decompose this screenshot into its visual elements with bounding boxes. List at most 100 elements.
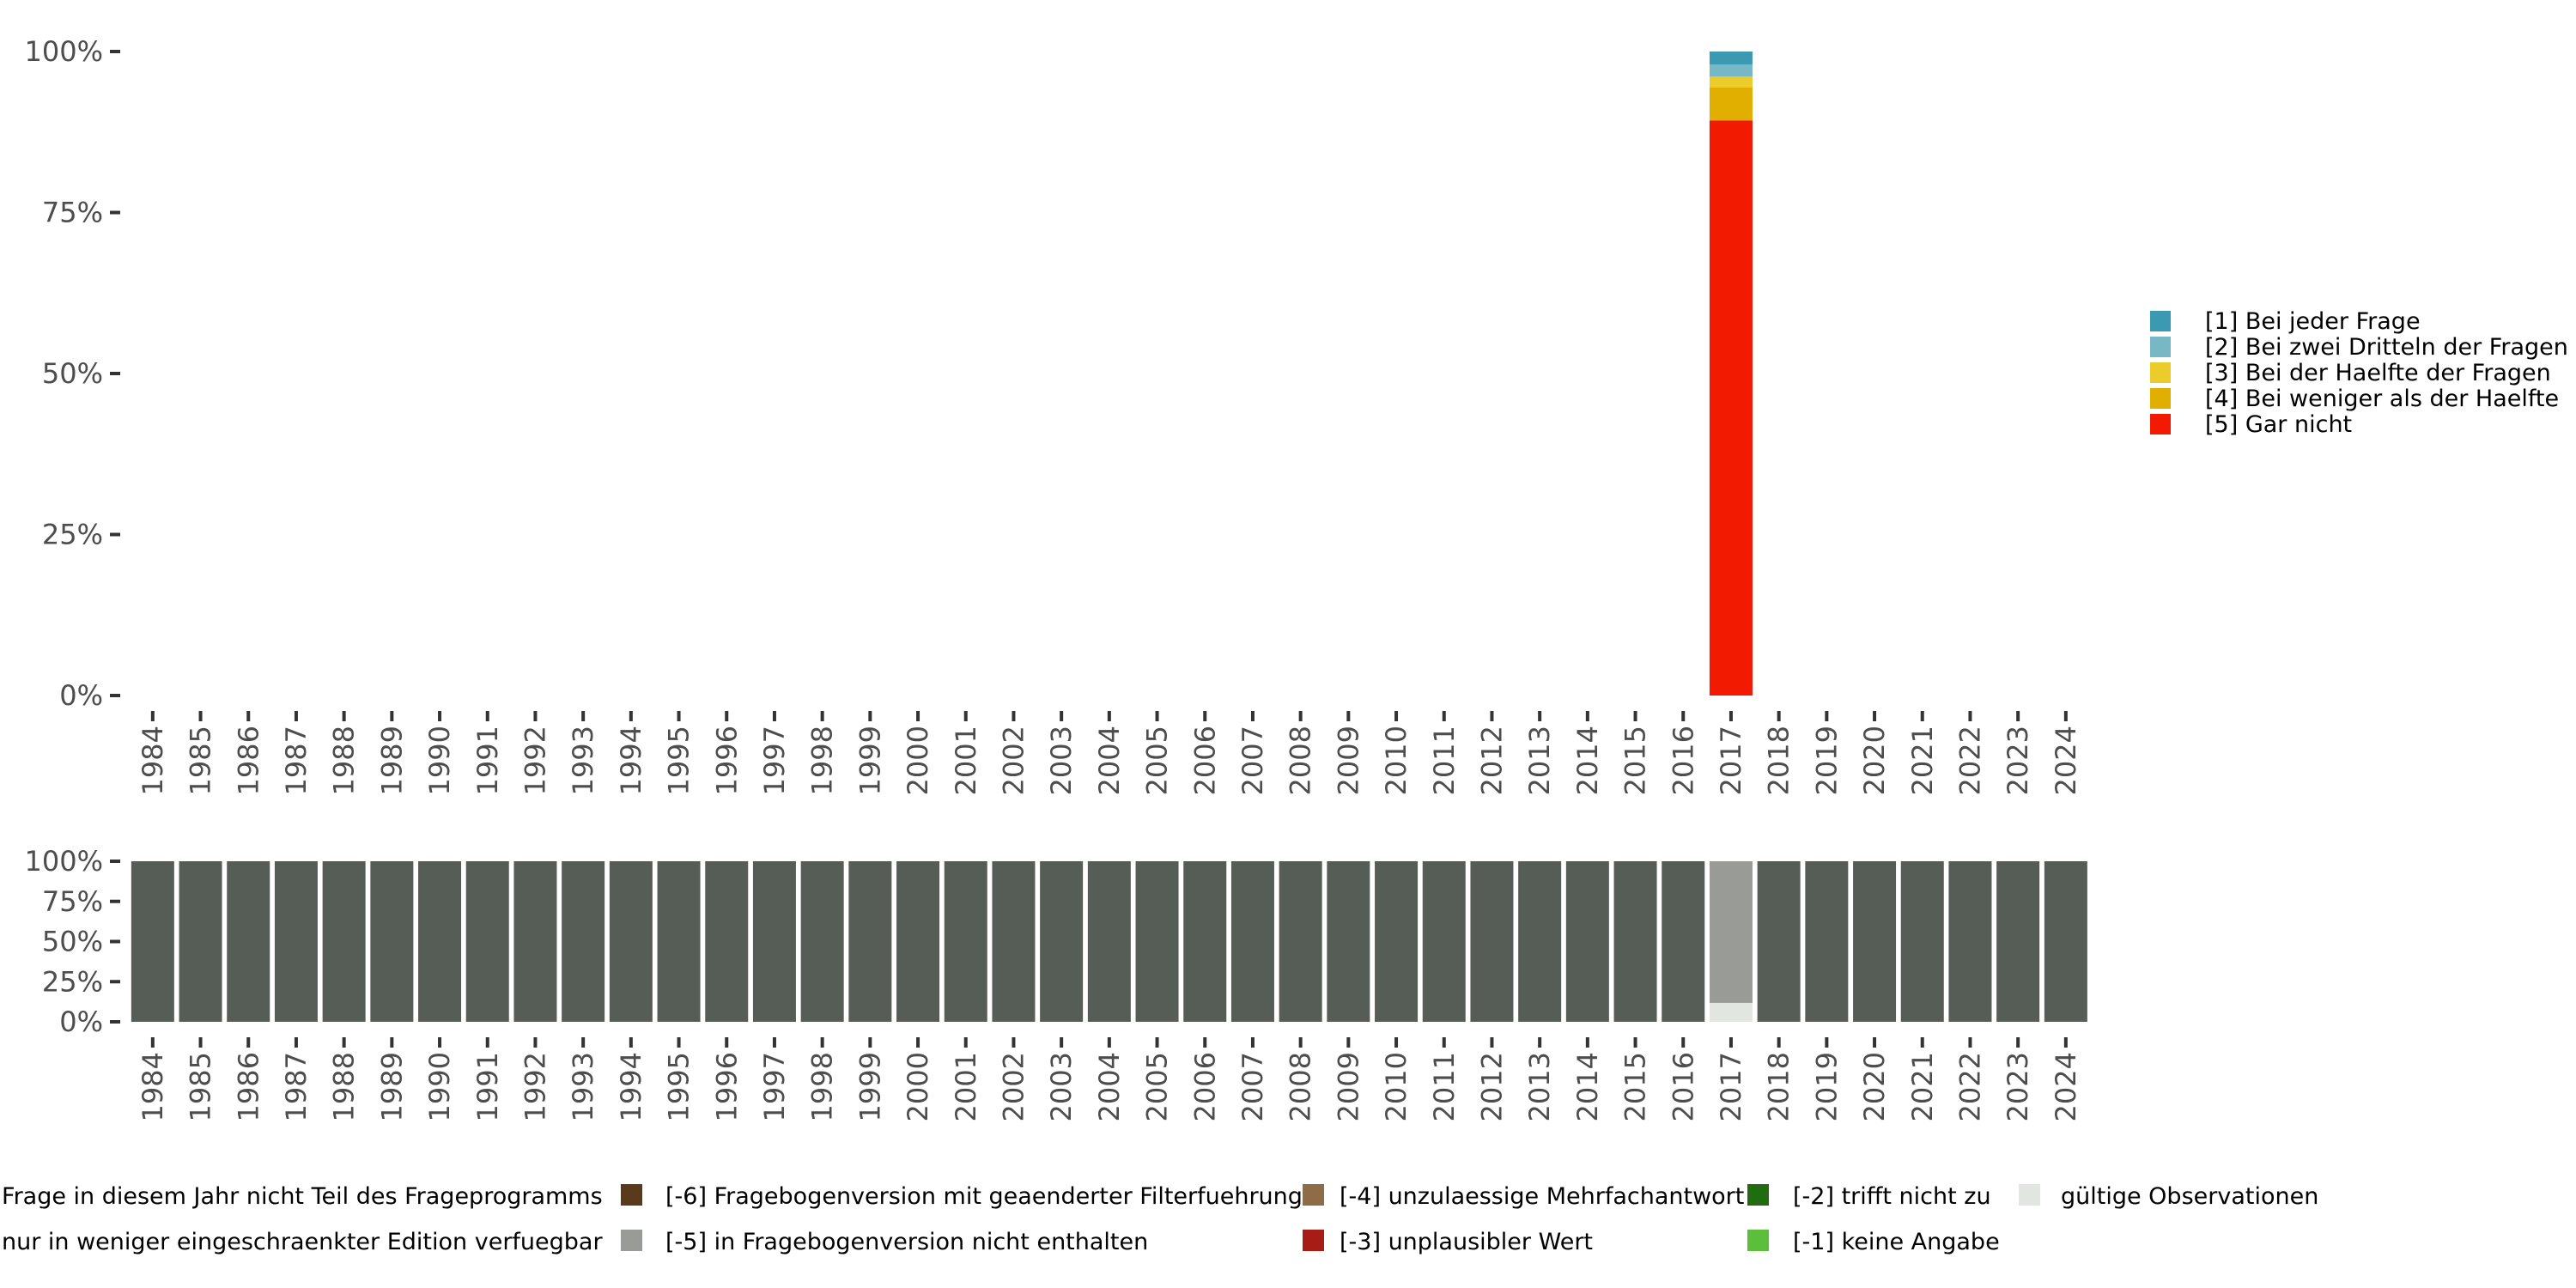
x-tick-label: 1993 [567, 726, 599, 795]
legend-label: [4] Bei weniger als der Haelfte [2205, 386, 2559, 412]
legend-key [2019, 1184, 2040, 1206]
legend-label: Frage in diesem Jahr nicht Teil des Frag… [2, 1183, 603, 1210]
bar-segment [1040, 861, 1084, 1022]
x-tick-label: 1996 [710, 1052, 743, 1121]
legend-label: [-6] Fragebogenversion mit geaenderter F… [665, 1183, 1303, 1210]
x-tick-label: 2024 [2050, 726, 2082, 795]
legend-label: [-4] unzulaessige Mehrfachantwort [1340, 1183, 1744, 1210]
bar-segment [370, 861, 414, 1022]
x-tick-label: 1986 [232, 726, 264, 795]
bar-segment [1757, 861, 1801, 1022]
x-tick-label: 1985 [185, 1052, 217, 1121]
x-tick-label: 2005 [1141, 726, 1174, 795]
top-legend: [1] Bei jeder Frage[2] Bei zwei Dritteln… [2150, 308, 2568, 438]
x-tick-label: 2024 [2050, 1052, 2082, 1121]
bottom-panel: 0% 25% 50% 75% 100% 1984 1985 1986 1987 1988 1989 1… [25, 845, 2087, 1121]
x-tick-label: 2018 [1763, 726, 1795, 795]
x-tick-label: 2000 [902, 726, 934, 795]
legend-key [621, 1184, 642, 1206]
x-tick-label: 1997 [758, 726, 791, 795]
x-tick-label: 1994 [615, 726, 647, 795]
y-tick-label: 50% [42, 357, 103, 390]
x-tick-label: 1988 [328, 726, 361, 795]
bar-segment [1709, 861, 1753, 1003]
y-tick-label: 100% [25, 845, 103, 878]
bar-segment [1470, 861, 1514, 1022]
legend-key [2150, 388, 2171, 409]
x-tick-label: 2003 [1045, 726, 1078, 795]
bar-segment [1709, 64, 1753, 77]
x-tick-label: 2003 [1045, 1052, 1078, 1121]
bar-segment [1565, 861, 1609, 1022]
bar-segment [657, 861, 701, 1022]
x-tick-label: 1984 [137, 1052, 169, 1121]
bar-segment [1613, 861, 1657, 1022]
x-tick-label: 2005 [1141, 1052, 1174, 1121]
x-tick-label: 1991 [471, 726, 504, 795]
legend-key [2150, 311, 2171, 331]
legend-key [2150, 337, 2171, 357]
x-tick-label: 2021 [1906, 1052, 1939, 1121]
y-tick-label: 0% [59, 679, 103, 712]
x-tick-label: 2007 [1236, 726, 1269, 795]
x-tick-label: 2020 [1858, 726, 1891, 795]
bar-segment [1279, 861, 1322, 1022]
legend-key [1747, 1230, 1769, 1251]
x-tick-label: 2014 [1571, 1052, 1604, 1121]
bar-segment [1948, 861, 1992, 1022]
legend-label: [-1] keine Angabe [1793, 1229, 2000, 1255]
x-tick-label: 1992 [519, 726, 551, 795]
x-tick-label: 1989 [375, 1052, 408, 1121]
bar-segment [1709, 52, 1753, 64]
bar-segment [1900, 861, 1944, 1022]
x-tick-label: 2009 [1332, 726, 1364, 795]
bar-segment [992, 861, 1036, 1022]
top-panel: 0% 25% 50% 75% 100% 1984 1985 1986 1987 1988 1989 1… [25, 35, 2082, 795]
x-tick-label: 2008 [1285, 726, 1317, 795]
y-tick-label: 0% [59, 1005, 103, 1038]
bar-segment [1662, 861, 1705, 1022]
x-tick-label: 2000 [902, 1052, 934, 1121]
bar-segment [1183, 861, 1227, 1022]
y-tick-label: 75% [42, 885, 103, 918]
x-tick-label: 1998 [806, 726, 839, 795]
y-tick-label: 25% [42, 965, 103, 998]
bar-segment [1327, 861, 1370, 1022]
x-tick-label: 2021 [1906, 726, 1939, 795]
x-tick-label: 1989 [375, 726, 408, 795]
x-tick-label: 2016 [1667, 1052, 1699, 1121]
x-tick-label: 2018 [1763, 1052, 1795, 1121]
x-tick-label: 1999 [854, 726, 886, 795]
legend-label: [3] Bei der Haelfte der Fragen [2205, 360, 2551, 386]
bottom-legend: Frage in diesem Jahr nicht Teil des Frag… [2, 1183, 2318, 1255]
x-tick-label: 2009 [1332, 1052, 1364, 1121]
x-tick-label: 2015 [1619, 1052, 1652, 1121]
bar-segment [131, 861, 174, 1022]
x-tick-label: 2002 [997, 1052, 1030, 1121]
x-tick-label: 2016 [1667, 726, 1699, 795]
bar-segment [1709, 120, 1753, 696]
x-tick-label: 2020 [1858, 1052, 1891, 1121]
x-tick-label: 1993 [567, 1052, 599, 1121]
legend-label: [-3] unplausibler Wert [1340, 1229, 1593, 1255]
x-tick-label: 2011 [1428, 726, 1461, 795]
bar-segment [1518, 861, 1562, 1022]
x-tick-label: 2019 [1810, 1052, 1843, 1121]
bar-segment [465, 861, 509, 1022]
bar-segment [1230, 861, 1274, 1022]
bar-segment [1087, 861, 1131, 1022]
x-tick-label: 1995 [663, 1052, 696, 1121]
legend-label: [1] Bei jeder Frage [2205, 308, 2421, 335]
bar-segment [179, 861, 222, 1022]
bar-segment [1996, 861, 2040, 1022]
bar-segment [513, 861, 557, 1022]
bar-segment [1709, 1002, 1753, 1022]
legend-key [1303, 1184, 1324, 1206]
x-tick-label: 2002 [997, 726, 1030, 795]
x-tick-label: 2013 [1523, 1052, 1556, 1121]
x-tick-label: 1987 [280, 726, 313, 795]
x-tick-label: 2001 [950, 726, 982, 795]
x-tick-label: 2023 [2002, 1052, 2034, 1121]
bar-segment [1853, 861, 1897, 1022]
